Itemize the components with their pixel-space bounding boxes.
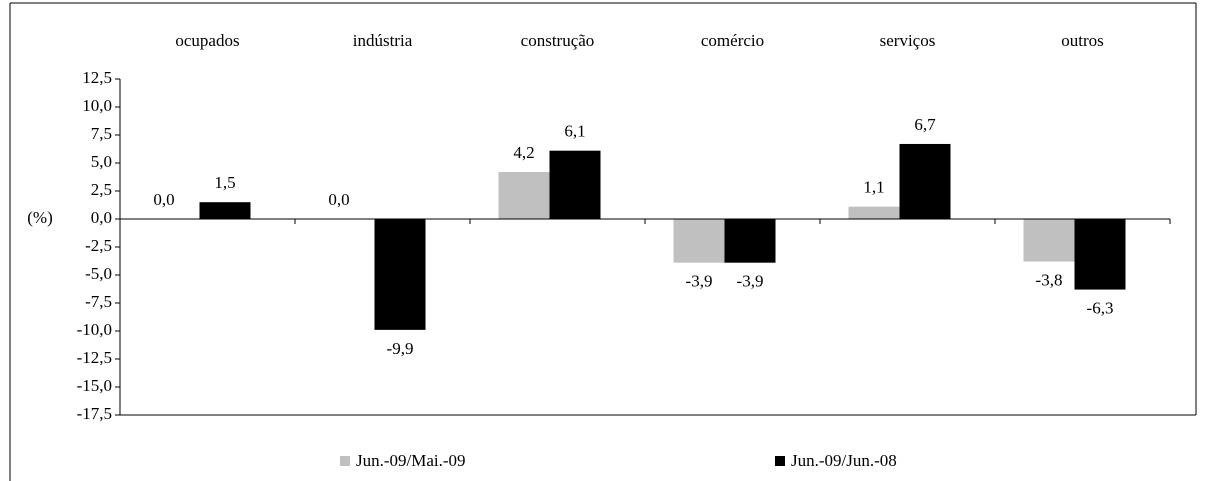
bar: [1074, 219, 1126, 290]
y-tick-label: -12,5: [77, 348, 112, 367]
value-label: 0,0: [153, 190, 174, 209]
value-label: 6,7: [914, 115, 936, 134]
legend-swatch: [340, 456, 350, 466]
value-label: 1,1: [863, 178, 884, 197]
bar: [899, 143, 951, 219]
value-label: 6,1: [564, 122, 585, 141]
bar: [1023, 219, 1075, 262]
x-tick-label: serviços: [880, 31, 936, 50]
legend-label: Jun.-09/Jun.-08: [791, 451, 897, 470]
value-label: -9,9: [387, 339, 414, 358]
value-label: -6,3: [1087, 298, 1114, 317]
value-label: 4,2: [513, 143, 534, 162]
y-tick-label: -15,0: [77, 376, 112, 395]
y-tick-label: 10,0: [82, 96, 112, 115]
value-label: -3,9: [737, 272, 764, 291]
bar: [673, 219, 725, 263]
value-label: -3,9: [686, 272, 713, 291]
y-tick-label: -17,5: [77, 404, 112, 423]
y-axis-label: (%): [27, 208, 52, 227]
bar: [549, 150, 601, 219]
y-tick-label: 0,0: [91, 208, 112, 227]
y-tick-label: 7,5: [91, 124, 112, 143]
value-label: -3,8: [1036, 270, 1063, 289]
y-tick-label: 12,5: [82, 68, 112, 87]
legend-label: Jun.-09/Mai.-09: [356, 451, 466, 470]
value-label: 1,5: [214, 173, 235, 192]
bar: [724, 219, 776, 263]
bar: [199, 202, 251, 219]
y-tick-label: -7,5: [85, 292, 112, 311]
bar: [374, 219, 426, 330]
x-tick-label: outros: [1061, 31, 1104, 50]
y-tick-label: 2,5: [91, 180, 112, 199]
y-tick-label: -10,0: [77, 320, 112, 339]
y-tick-label: -5,0: [85, 264, 112, 283]
y-tick-label: -2,5: [85, 236, 112, 255]
x-tick-label: indústria: [353, 31, 413, 50]
bar: [848, 206, 900, 219]
legend-swatch: [775, 456, 785, 466]
x-tick-label: ocupados: [175, 31, 239, 50]
value-label: 0,0: [328, 190, 349, 209]
x-tick-label: construção: [521, 31, 595, 50]
y-tick-label: 5,0: [91, 152, 112, 171]
bar: [498, 171, 550, 219]
x-tick-label: comércio: [701, 31, 764, 50]
